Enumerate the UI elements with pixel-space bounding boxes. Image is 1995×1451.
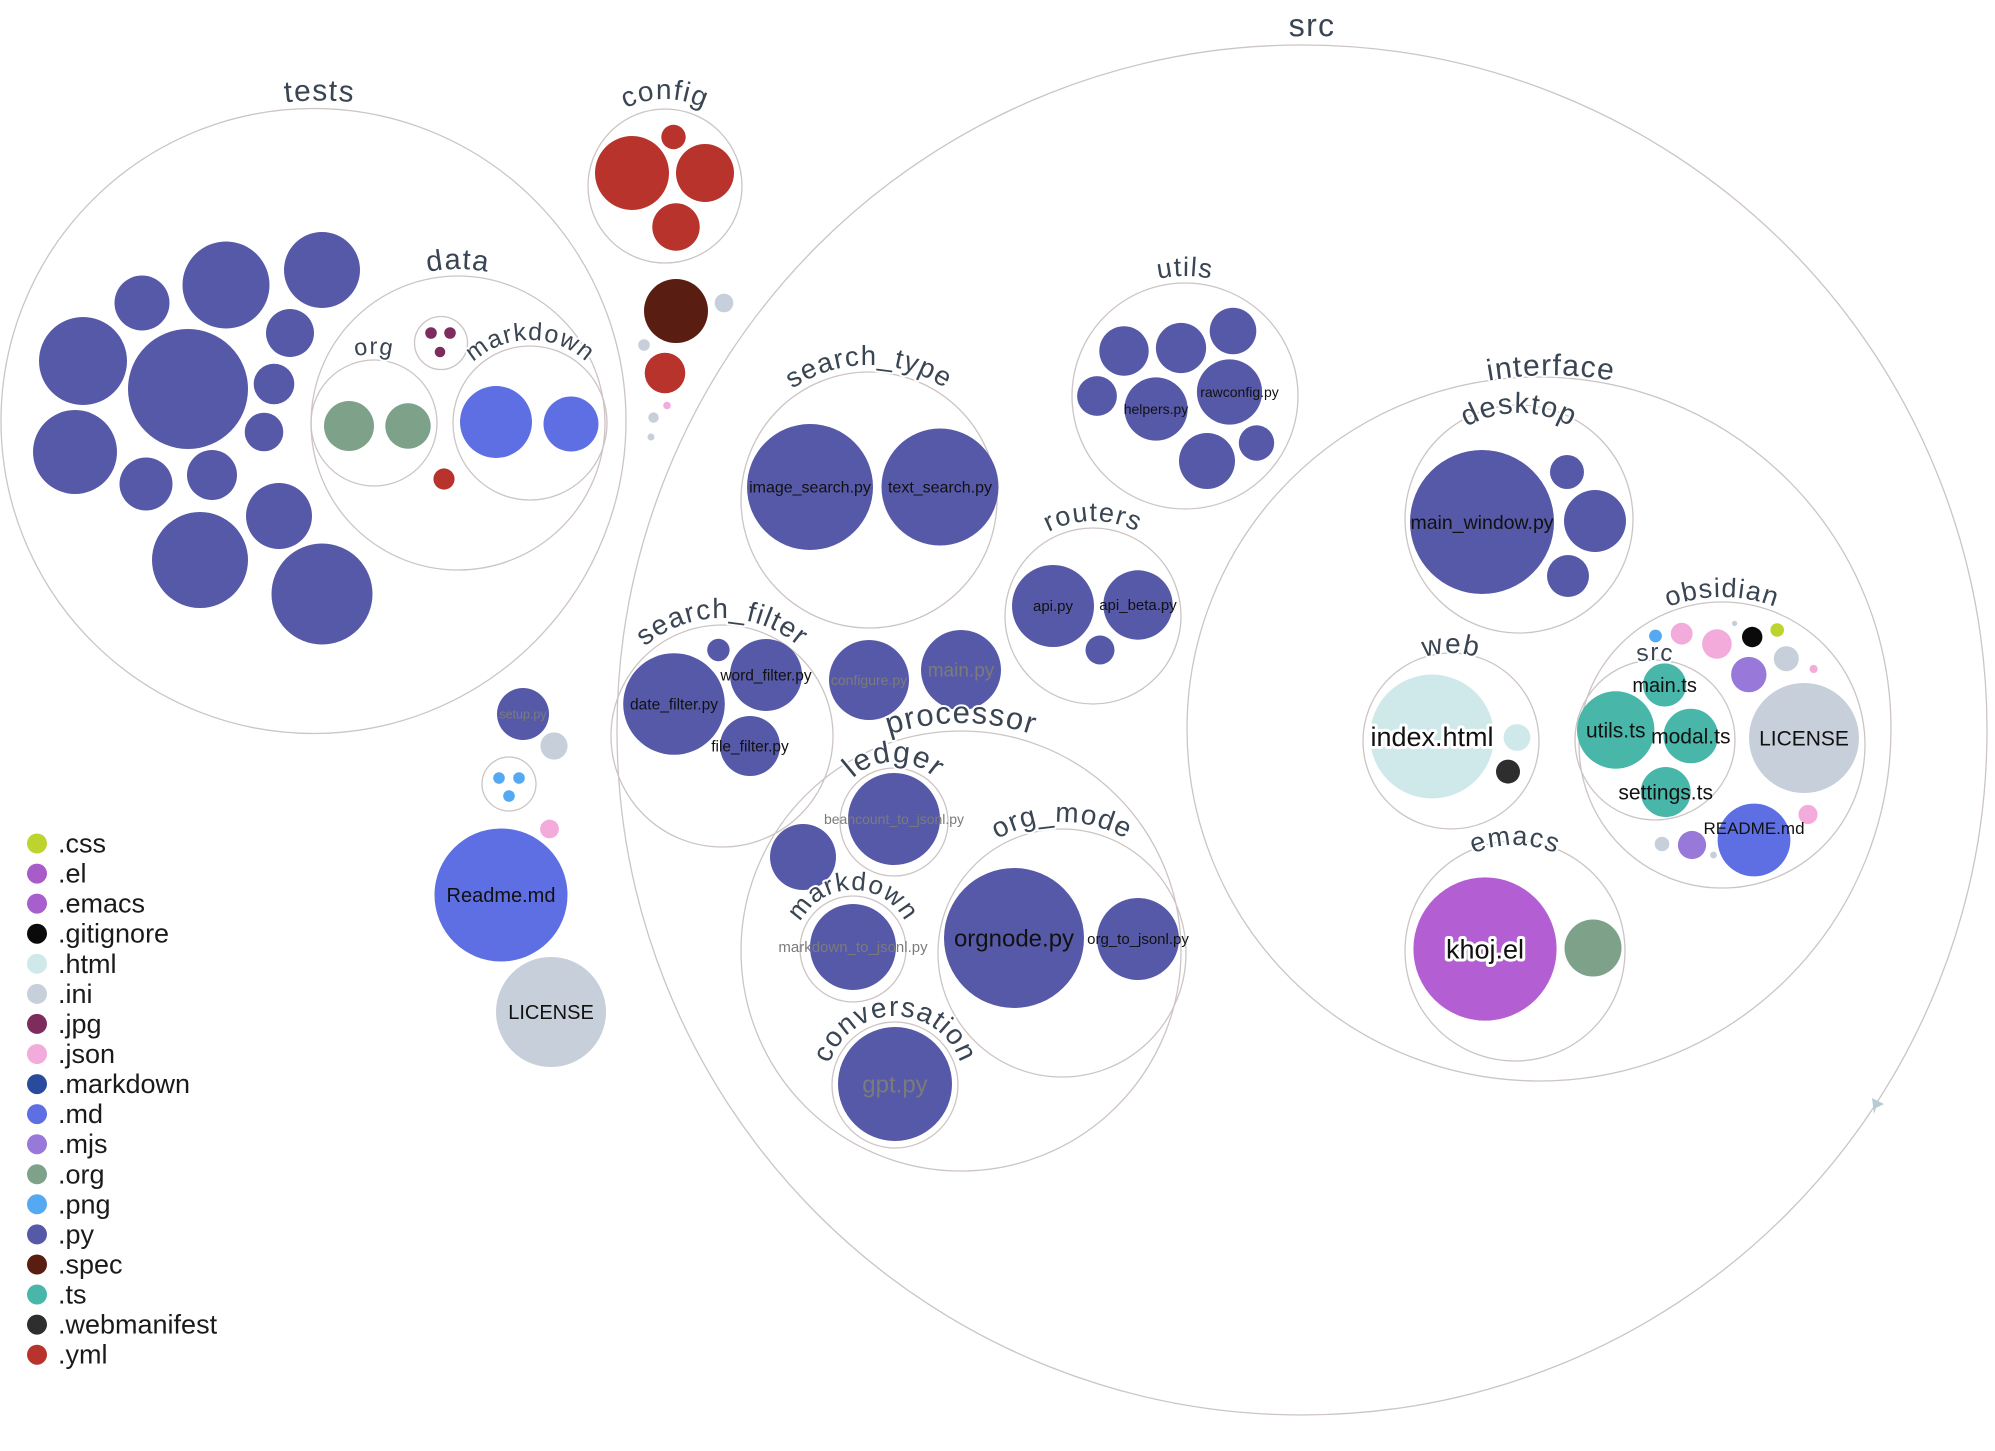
svg-text:settings.ts: settings.ts [1618,781,1713,804]
svg-text:api_beta.py: api_beta.py [1099,597,1177,614]
svg-text:src: src [1634,639,1675,668]
svg-text:data: data [424,244,492,279]
svg-text:tests: tests [282,74,356,109]
svg-text:org_to_jsonl.py: org_to_jsonl.py [1087,931,1189,948]
svg-text:.png: .png [58,1189,111,1219]
svg-text:.css: .css [58,829,106,859]
svg-text:.emacs: .emacs [58,889,145,919]
svg-text:.el: .el [58,859,87,889]
svg-text:.json: .json [58,1039,115,1069]
svg-text:.org: .org [58,1159,105,1189]
svg-text:index.html: index.html [1370,722,1493,752]
svg-text:file_filter.py: file_filter.py [711,738,789,755]
svg-text:orgnode.py: orgnode.py [954,925,1074,952]
svg-text:.jpg: .jpg [58,1009,102,1039]
svg-text:configure.py: configure.py [831,672,907,688]
svg-text:modal.ts: modal.ts [1651,725,1730,748]
svg-text:text_search.py: text_search.py [888,480,992,497]
svg-text:utils: utils [1154,252,1215,285]
svg-text:date_filter.py: date_filter.py [630,696,718,713]
svg-text:.webmanifest: .webmanifest [58,1310,218,1340]
svg-text:.yml: .yml [58,1340,108,1370]
svg-text:.ini: .ini [58,979,93,1009]
svg-text:word_filter.py: word_filter.py [719,667,812,684]
svg-text:web: web [1418,628,1483,663]
svg-text:LICENSE: LICENSE [1759,727,1849,750]
svg-text:khoj.el: khoj.el [1446,935,1524,965]
svg-text:.mjs: .mjs [58,1129,108,1159]
svg-text:main.ts: main.ts [1632,675,1696,697]
svg-text:rawconfig.py: rawconfig.py [1200,384,1279,400]
svg-text:Readme.md: Readme.md [447,885,556,907]
svg-text:.html: .html [58,949,117,979]
svg-text:image_search.py: image_search.py [749,480,871,497]
svg-text:.ts: .ts [58,1280,87,1310]
svg-text:.md: .md [58,1099,103,1129]
svg-text:.gitignore: .gitignore [58,919,169,949]
svg-text:.markdown: .markdown [58,1069,190,1099]
svg-text:api.py: api.py [1033,598,1074,615]
svg-text:org: org [352,333,396,361]
svg-text:markdown_to_jsonl.py: markdown_to_jsonl.py [778,939,928,956]
svg-text:.spec: .spec [58,1250,123,1280]
svg-text:.py: .py [58,1219,95,1249]
svg-text:src: src [1288,7,1335,43]
svg-text:LICENSE: LICENSE [508,1002,594,1024]
svg-text:utils.ts: utils.ts [1586,719,1646,742]
svg-text:interface: interface [1484,349,1617,387]
svg-text:setup.py: setup.py [499,707,547,721]
svg-text:main_window.py: main_window.py [1410,512,1553,534]
svg-text:beancount_to_jsonl.py: beancount_to_jsonl.py [824,811,964,827]
svg-text:main.py: main.py [928,661,995,682]
svg-text:README.md: README.md [1703,819,1804,838]
svg-text:gpt.py: gpt.py [862,1071,927,1098]
svg-text:helpers.py: helpers.py [1124,401,1189,417]
